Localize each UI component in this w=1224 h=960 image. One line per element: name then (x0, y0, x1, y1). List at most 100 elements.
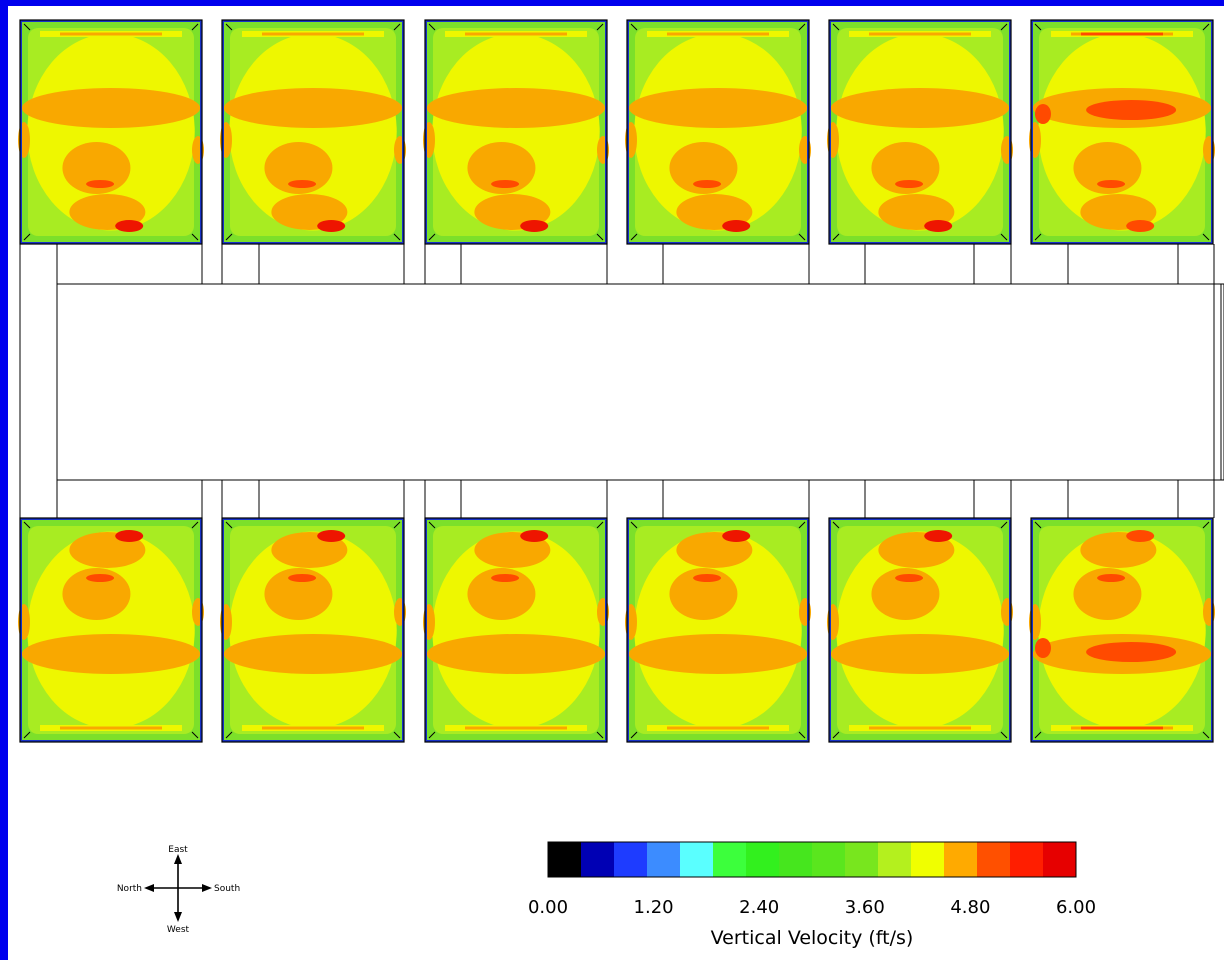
contour-panel (1029, 19, 1215, 245)
panel-corner-tick (225, 233, 233, 241)
panel-corner-tick (630, 731, 638, 739)
field-hot-spot-edge (520, 530, 549, 542)
field-red-band (1086, 642, 1177, 662)
field-hot-spot-edge (722, 220, 751, 232)
panel-frame (626, 19, 810, 245)
field-edge-strip-core (667, 726, 769, 730)
panel-corner-tick (630, 233, 638, 241)
field-hot-spot-edge (317, 530, 346, 542)
field-hot-spot-center (895, 180, 924, 188)
panel-frame (19, 517, 203, 743)
panel-frame-inner (627, 518, 809, 742)
colorbar-tick-label: 0.00 (528, 897, 568, 918)
colorbar-swatch (614, 842, 648, 877)
colorbar-swatch (911, 842, 945, 877)
field-hot-spot-edge (1126, 530, 1155, 542)
colorbar-swatches (548, 842, 1077, 877)
panel-corner-tick (630, 521, 638, 529)
arrow-down-icon (174, 912, 182, 922)
compass-west-label: West (167, 925, 190, 935)
arrow-up-icon (174, 854, 182, 864)
field-hot-spot-center (693, 574, 722, 582)
field-hot-spot-center (895, 574, 924, 582)
field-edge-strip-core (667, 32, 769, 36)
panel-frame (1030, 19, 1214, 245)
panel-corner-tick (1202, 23, 1210, 31)
panel-frame (424, 19, 608, 245)
compass-north-label: North (117, 884, 142, 894)
panel-corner-tick (798, 731, 806, 739)
panel-frame (828, 19, 1012, 245)
field-red-edge (1035, 104, 1051, 124)
field-edge-strip-core (262, 726, 364, 730)
colorbar-swatch (1043, 842, 1077, 877)
figure-canvas: East West North South 0.00 1.20 2.40 3.60 4.… (8, 6, 1224, 960)
panel-corner-tick (1034, 731, 1042, 739)
field-hot-spot-center (1097, 574, 1126, 582)
panel-corner-tick (1202, 731, 1210, 739)
panel-frame-inner (425, 20, 607, 244)
field-orange-lobe-upper (264, 568, 333, 620)
colorbar-tick-label: 4.80 (950, 897, 990, 918)
panel-frame-inner (222, 20, 404, 244)
panel-frame (828, 517, 1012, 743)
contour-panel (625, 19, 811, 245)
panel-corner-tick (596, 23, 604, 31)
panel-corner-tick (798, 233, 806, 241)
field-orange-lobe-upper (467, 568, 536, 620)
colorbar-border (547, 841, 1077, 878)
panel-frame-inner (829, 518, 1011, 742)
panel-corner-tick (832, 233, 840, 241)
contour-panel (18, 19, 204, 245)
field-edge-strip-core (869, 726, 971, 730)
field-edge-strip-core (60, 32, 162, 36)
panel-frame-inner (1031, 20, 1213, 244)
colorbar-tick-label: 1.20 (634, 897, 674, 918)
panel-corner-tick (596, 233, 604, 241)
panel-corner-tick (428, 233, 436, 241)
arrow-left-icon (144, 884, 154, 892)
colorbar-swatch (647, 842, 681, 877)
field-edge-strip-core (869, 32, 971, 36)
panel-frame-inner (20, 518, 202, 742)
field-orange-lobe-upper (1073, 568, 1142, 620)
field-orange-lobe-upper (467, 142, 536, 194)
panel-corner-tick (596, 521, 604, 529)
field-hot-spot-edge (317, 220, 346, 232)
field-edge-strip-hot (1081, 726, 1163, 730)
panel-frame (19, 19, 203, 245)
panel-corner-tick (1034, 233, 1042, 241)
panel-frame-inner (829, 20, 1011, 244)
field-orange-band (223, 88, 403, 128)
field-red-edge (1035, 638, 1051, 658)
panel-corner-tick (428, 23, 436, 31)
compass-east-label: East (168, 845, 188, 855)
panel-corner-tick (225, 731, 233, 739)
colorbar-swatch (779, 842, 813, 877)
field-orange-lobe-upper (1073, 142, 1142, 194)
field-hot-spot-center (86, 180, 115, 188)
contour-panel (220, 19, 406, 245)
field-hot-spot-center (491, 574, 520, 582)
panel-corner-tick (191, 233, 199, 241)
panel-corner-tick (1000, 233, 1008, 241)
contour-panel (827, 517, 1013, 743)
field-hot-spot-center (288, 574, 317, 582)
field-hot-spot-center (1097, 180, 1126, 188)
field-orange-band (426, 634, 606, 674)
panel-frame (221, 19, 405, 245)
colorbar-swatch (1010, 842, 1044, 877)
panel-frame (626, 517, 810, 743)
field-orange-lobe-upper (871, 142, 940, 194)
colorbar: 0.00 1.20 2.40 3.60 4.80 6.00 Vertical Veloci… (528, 841, 1096, 949)
field-orange-lobe-upper (669, 568, 738, 620)
panel-corner-tick (1202, 521, 1210, 529)
panel-corner-tick (596, 731, 604, 739)
colorbar-swatch (944, 842, 978, 877)
colorbar-swatch (977, 842, 1011, 877)
panel-corner-tick (393, 731, 401, 739)
panel-corner-tick (428, 731, 436, 739)
colorbar-tick-label: 3.60 (845, 897, 885, 918)
field-orange-band (830, 88, 1010, 128)
colorbar-tick-label: 2.40 (739, 897, 779, 918)
